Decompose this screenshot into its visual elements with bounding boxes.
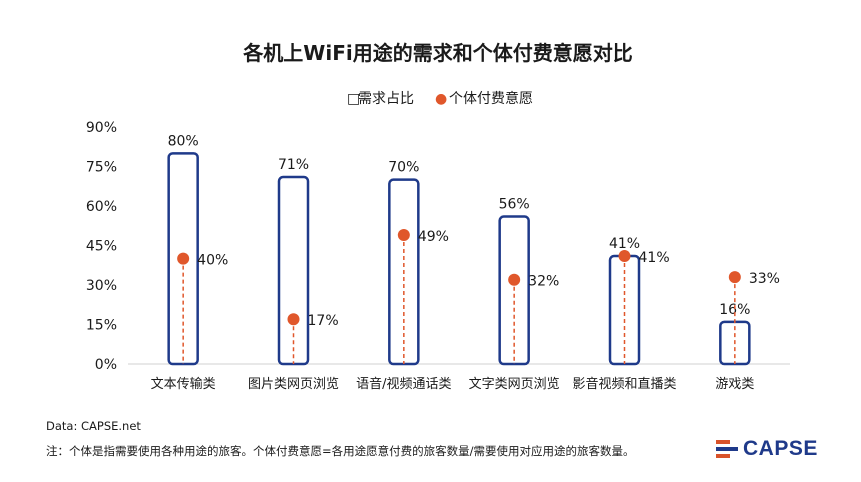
point-value-label: 17% — [308, 313, 339, 329]
x-category-label: 游戏类 — [715, 377, 754, 392]
x-category-label: 文字类网页浏览 — [469, 376, 560, 392]
legend: □需求占比 ● 个体付费意愿 — [347, 90, 533, 107]
chart-title: 各机上WiFi用途的需求和个体付费意愿对比 — [242, 41, 632, 65]
bar-value-label: 41% — [609, 236, 640, 252]
y-tick-label: 45% — [86, 239, 117, 255]
point-marker — [177, 252, 190, 265]
x-category-label: 图片类网页浏览 — [248, 376, 339, 392]
x-category-label: 影音视频和直播类 — [572, 376, 676, 392]
y-tick-label: 75% — [86, 160, 117, 176]
capse-logo-icon — [716, 438, 738, 460]
legend-point-label: 个体付费意愿 — [449, 90, 533, 107]
y-tick-label: 0% — [95, 357, 117, 373]
y-tick-label: 15% — [86, 318, 117, 334]
bar-value-label: 71% — [278, 157, 309, 173]
bar-value-label: 70% — [388, 160, 419, 176]
capse-logo-text: CAPSE — [743, 437, 818, 460]
bar-series: 80% 71% 70% 56% 41% 16% — [167, 133, 751, 366]
bar-value-label: 16% — [719, 302, 750, 318]
point-marker — [618, 250, 631, 263]
point-value-label: 40% — [197, 253, 228, 269]
point-value-label: 49% — [418, 229, 449, 245]
capse-logo: CAPSE — [716, 436, 818, 462]
point-marker — [287, 313, 300, 326]
legend-bar-symbol: □ — [347, 91, 360, 107]
y-tick-label: 30% — [86, 278, 117, 294]
footnote: 注：个体是指需要使用各种用途的旅客。个体付费意愿=各用途愿意付费的旅客数量/需要… — [46, 444, 635, 458]
y-tick-label: 90% — [86, 120, 117, 136]
y-axis: 0% 15% 30% 45% 60% 75% 90% — [86, 120, 117, 373]
point-marker — [508, 273, 521, 286]
bar-value-label: 56% — [499, 197, 530, 213]
chart-area: 各机上WiFi用途的需求和个体付费意愿对比 □需求占比 ● 个体付费意愿 0% 15%… — [86, 41, 790, 392]
point-value-label: 33% — [749, 271, 780, 287]
legend-point-symbol: ● — [435, 91, 447, 107]
bar-value-label: 80% — [168, 133, 199, 149]
point-value-label: 41% — [639, 250, 670, 266]
point-value-label: 32% — [528, 274, 559, 290]
y-tick-label: 60% — [86, 199, 117, 215]
x-category-label: 文本传输类 — [151, 376, 216, 392]
x-category-label: 语音/视频通话类 — [356, 376, 451, 392]
point-marker — [397, 228, 410, 241]
point-marker — [728, 271, 741, 284]
data-source: Data: CAPSE.net — [46, 419, 141, 433]
category-labels: 文本传输类 图片类网页浏览 语音/视频通话类 文字类网页浏览 影音视频和直播类 游戏类 — [151, 376, 755, 392]
point-series: 40% 17% 49% 32% 41% 33% — [177, 228, 780, 364]
legend-bar-label: 需求占比 — [358, 91, 414, 107]
